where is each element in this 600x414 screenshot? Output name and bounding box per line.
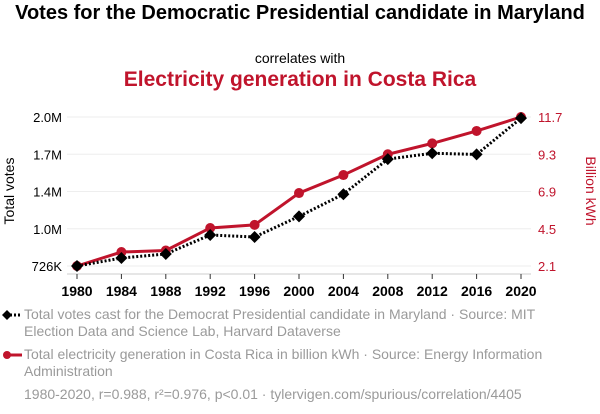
chart-connector: correlates with [254,50,346,66]
legend-item-votes: Total votes cast for the Democrat Presid… [24,306,564,340]
y-tick-left: 2.0M [33,110,62,125]
data-point-votes [381,153,394,166]
y-tick-left: 726K [32,259,63,274]
y-tick-left: 1.0M [33,222,62,237]
data-point-votes [71,260,83,272]
x-tick-label: 1992 [195,283,226,299]
legend-item-electricity: Total electricity generation in Costa Ri… [24,346,544,380]
diamond-dotted-line-icon [2,310,22,320]
x-tick-label: 1984 [106,283,137,299]
x-tick-label: 2012 [417,283,448,299]
x-tick-label: 2016 [461,283,492,299]
y-axis-right-label: Billion kWh [583,156,599,225]
x-tick-label: 1980 [61,283,92,299]
data-point-electricity [294,188,304,199]
chart-subtitle: Electricity generation in Costa Rica [123,68,477,91]
y-tick-right: 9.3 [538,147,556,162]
data-point-electricity [338,170,349,181]
data-point-votes [337,188,350,201]
data-point-votes [515,112,527,125]
data-point-electricity [471,125,482,136]
data-point-votes [470,148,483,161]
legend-text-votes: Total votes cast for the Democrat Presid… [24,306,535,339]
data-point-electricity [116,247,127,258]
y-axis-left-label: Total votes [1,158,17,225]
data-point-electricity [249,219,260,230]
data-point-electricity [427,138,438,149]
chart-title: Votes for the Democratic Presidential ca… [15,2,585,24]
circle-solid-line-icon [3,351,22,359]
footer-stats: 1980-2020, r=0.988, r²=0.976, p<0.01 · t… [24,386,522,402]
data-point-votes [248,230,261,243]
x-tick-label: 2004 [328,283,359,299]
y-tick-right: 6.9 [538,185,556,200]
legend-text-electricity: Total electricity generation in Costa Ri… [24,346,543,379]
y-tick-right: 11.7 [538,110,562,125]
data-point-votes [204,229,217,242]
data-point-votes [293,210,305,223]
data-point-votes [159,247,172,260]
x-tick-label: 2008 [372,283,403,299]
y-tick-right: 2.1 [538,259,556,274]
y-tick-left: 1.4M [33,185,62,200]
x-tick-label: 2020 [505,283,536,299]
x-tick-label: 1996 [239,283,270,299]
data-point-votes [426,147,439,160]
x-tick-label: 2000 [283,283,314,299]
data-point-electricity [205,222,216,233]
y-tick-left: 1.7M [33,147,62,162]
y-tick-right: 4.5 [538,222,556,237]
series-line-votes [76,117,522,268]
x-tick-label: 1988 [150,283,181,299]
data-point-votes [115,252,128,265]
